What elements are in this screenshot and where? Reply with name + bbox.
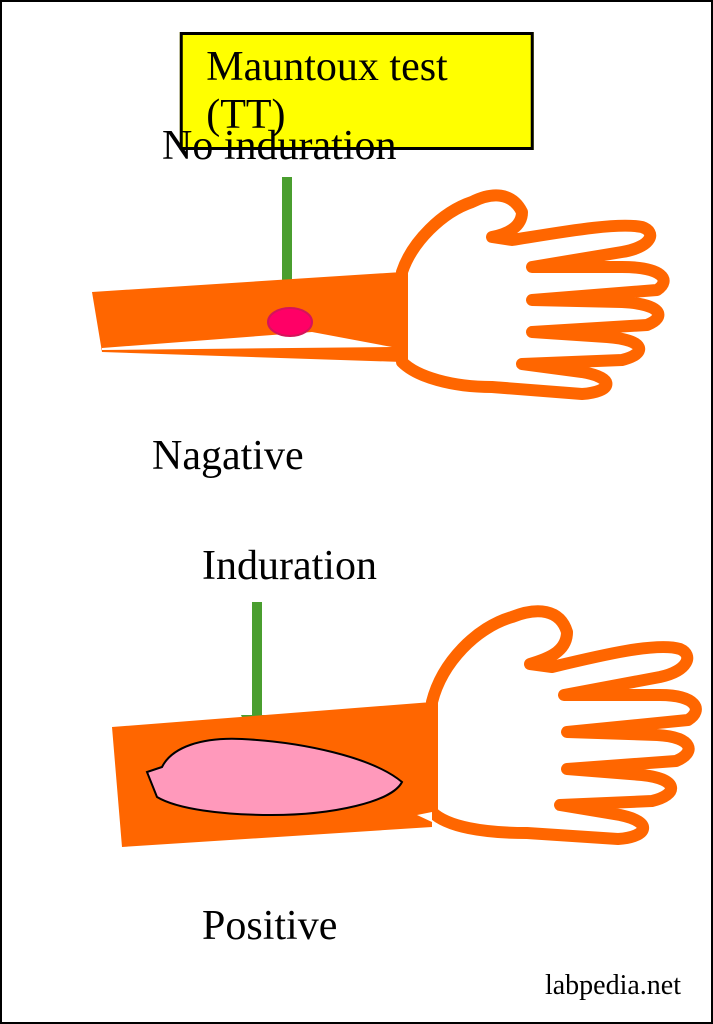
arm-positive-illustration xyxy=(82,597,702,907)
negative-result-label: Nagative xyxy=(152,432,304,480)
positive-result-label: Positive xyxy=(202,902,337,950)
arm-negative-illustration xyxy=(62,172,682,442)
watermark-text: labpedia.net xyxy=(545,970,681,1002)
negative-indicator-label: No induration xyxy=(162,122,396,170)
diagram-container: Mauntoux test (TT) No induration Nagativ… xyxy=(0,0,713,1024)
positive-indicator-label: Induration xyxy=(202,542,377,590)
